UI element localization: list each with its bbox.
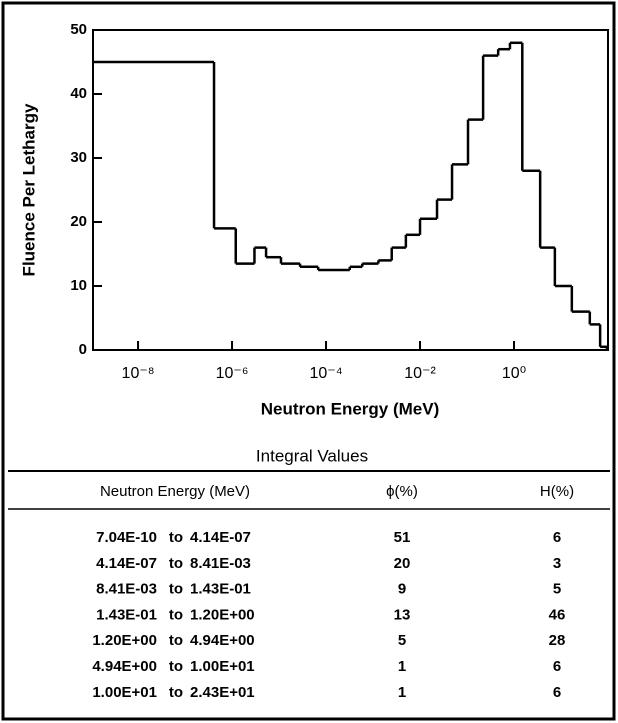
table-cell: 6 <box>553 529 561 546</box>
table-cell: to <box>169 684 183 701</box>
table-cell: 1.43E-01 <box>96 606 157 623</box>
table-header: Neutron Energy (MeV) <box>100 483 250 500</box>
table-title: Integral Values <box>256 446 368 465</box>
y-tick-label: 20 <box>70 213 87 230</box>
table-cell: to <box>169 581 183 598</box>
y-tick-label: 10 <box>70 277 87 294</box>
table-cell: 28 <box>549 632 566 649</box>
table-cell: to <box>169 632 183 649</box>
table-cell: 9 <box>398 581 406 598</box>
table-header: ϕ(%) <box>386 483 418 500</box>
y-tick-label: 0 <box>79 341 87 358</box>
table-cell: 1.43E-01 <box>190 581 251 598</box>
table-cell: 13 <box>394 606 411 623</box>
table-cell: 1.20E+00 <box>92 632 157 649</box>
table-cell: 6 <box>553 658 561 675</box>
table-cell: 8.41E-03 <box>190 555 251 572</box>
table-cell: 1.00E+01 <box>92 684 157 701</box>
table-header: H(%) <box>540 483 574 500</box>
y-tick-label: 30 <box>70 149 87 166</box>
plot-frame <box>92 29 609 351</box>
x-tick-label: 10⁰ <box>502 365 526 382</box>
y-axis-title: Fluence Per Lethargy <box>19 103 38 276</box>
table-cell: 5 <box>553 581 561 598</box>
table-cell: 7.04E-10 <box>96 529 157 546</box>
table-cell: 4.14E-07 <box>190 529 251 546</box>
table-cell: to <box>169 658 183 675</box>
table-cell: to <box>169 606 183 623</box>
table-cell: 1 <box>398 658 406 675</box>
table-cell: 51 <box>394 529 411 546</box>
x-tick-label: 10⁻⁶ <box>216 365 249 382</box>
table-cell: to <box>169 529 183 546</box>
table-cell: 3 <box>553 555 561 572</box>
x-tick-label: 10⁻⁴ <box>309 365 342 382</box>
x-tick-label: 10⁻² <box>404 365 436 382</box>
table-cell: 1.00E+01 <box>190 658 255 675</box>
x-axis-title: Neutron Energy (MeV) <box>261 399 440 418</box>
y-tick-label: 50 <box>70 21 87 38</box>
table-cell: 4.14E-07 <box>96 555 157 572</box>
table-cell: 8.41E-03 <box>96 581 157 598</box>
x-tick-label: 10⁻⁸ <box>122 365 155 382</box>
table-cell: 2.43E+01 <box>190 684 255 701</box>
y-tick-label: 40 <box>70 85 87 102</box>
table-cell: 4.94E+00 <box>190 632 255 649</box>
table-cell: 46 <box>549 606 566 623</box>
table-cell: 4.94E+00 <box>92 658 157 675</box>
table-cell: to <box>169 555 183 572</box>
table-cell: 1 <box>398 684 406 701</box>
table-cell: 5 <box>398 632 406 649</box>
table-cell: 6 <box>553 684 561 701</box>
table-cell: 1.20E+00 <box>190 606 255 623</box>
table-cell: 20 <box>394 555 411 572</box>
